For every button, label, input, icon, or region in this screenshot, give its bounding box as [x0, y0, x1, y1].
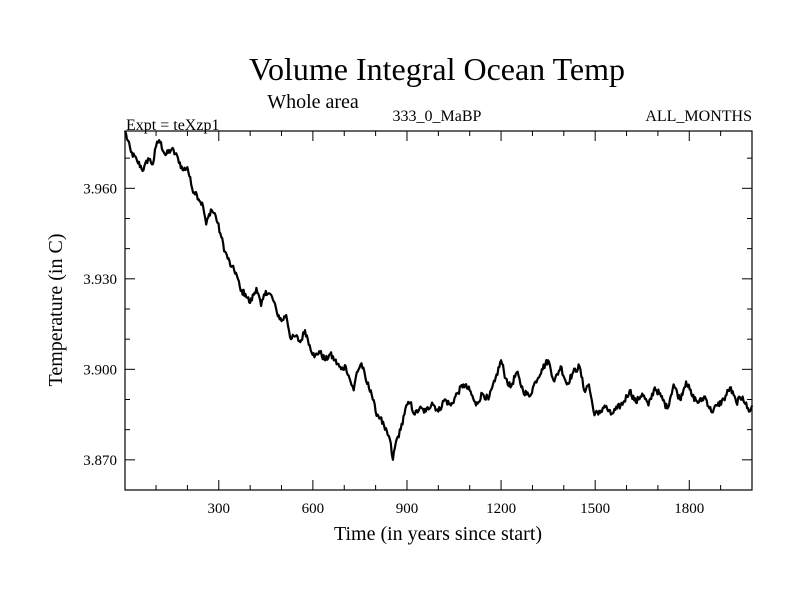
y-tick-label: 3.900	[83, 362, 117, 378]
x-tick-label: 1500	[580, 501, 610, 517]
y-tick-label: 3.960	[83, 181, 117, 197]
y-axis-label: Temperature (in C)	[45, 234, 67, 387]
x-tick-label: 600	[302, 501, 325, 517]
x-tick-label: 300	[208, 501, 231, 517]
tick-labels: 300 600 900 1200 1500 1800 3.870 3.900 3.930 3.96…	[83, 181, 704, 517]
x-tick-label: 900	[396, 501, 419, 517]
plot-frame	[124, 130, 753, 491]
temperature-series-line	[123, 130, 754, 461]
x-tick-label: 1800	[674, 501, 704, 517]
y-tick-label: 3.930	[83, 272, 117, 288]
chart-title: Volume Integral Ocean Temp	[249, 51, 625, 87]
months-label: ALL_MONTHS	[645, 108, 752, 125]
experiment-label: Expt = teXzp1	[126, 117, 219, 134]
y-tick-label: 3.870	[83, 453, 117, 469]
period-label: 333_0_MaBP	[393, 108, 482, 125]
chart-subtitle: Whole area	[267, 91, 359, 113]
axis-ticks	[125, 131, 752, 491]
x-axis-label: Time (in years since start)	[334, 523, 542, 545]
x-tick-label: 1200	[486, 501, 516, 517]
